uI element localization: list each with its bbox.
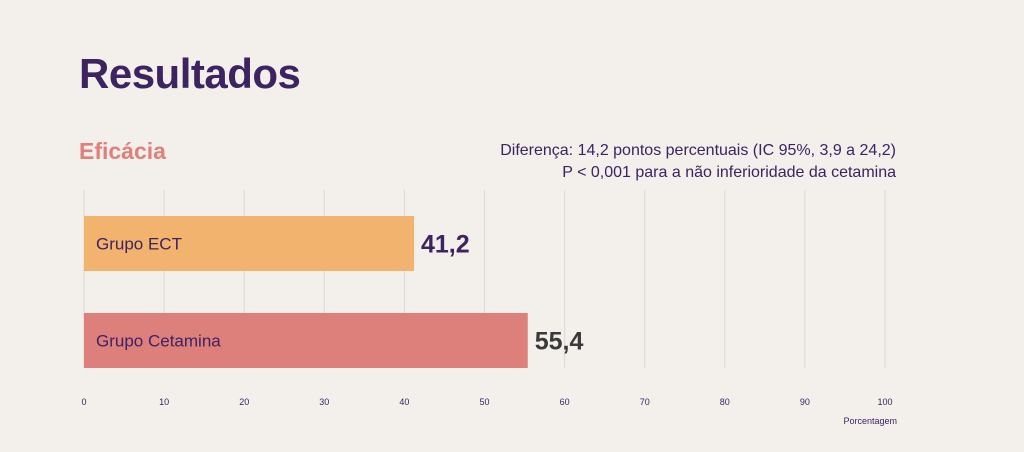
bar-category-label: Grupo ECT — [96, 235, 182, 254]
bar — [84, 313, 528, 368]
x-axis-title: Porcentagem — [843, 416, 897, 426]
difference-line: Diferença: 14,2 pontos percentuais (IC 9… — [500, 142, 896, 159]
x-tick-label: 40 — [399, 397, 409, 407]
bar-value-label: 41,2 — [421, 231, 470, 259]
page-title: Resultados — [79, 50, 301, 97]
x-tick-label: 20 — [239, 397, 249, 407]
x-tick-label: 90 — [800, 397, 810, 407]
bar-value-label: 55,4 — [535, 328, 584, 356]
x-tick-label: 10 — [159, 397, 169, 407]
x-tick-label: 70 — [640, 397, 650, 407]
x-tick-label: 100 — [877, 397, 892, 407]
x-tick-label: 30 — [319, 397, 329, 407]
x-tick-label: 60 — [560, 397, 570, 407]
p-value-line: P < 0,001 para a não inferioridade da ce… — [562, 164, 896, 181]
difference-note: Diferença: 14,2 pontos percentuais (IC 9… — [500, 140, 896, 184]
x-tick-label: 50 — [479, 397, 489, 407]
bar-category-label: Grupo Cetamina — [96, 332, 221, 351]
bar — [84, 216, 415, 271]
x-tick-label: 0 — [81, 397, 86, 407]
x-tick-label: 80 — [720, 397, 730, 407]
section-heading: Eficácia — [79, 138, 166, 164]
